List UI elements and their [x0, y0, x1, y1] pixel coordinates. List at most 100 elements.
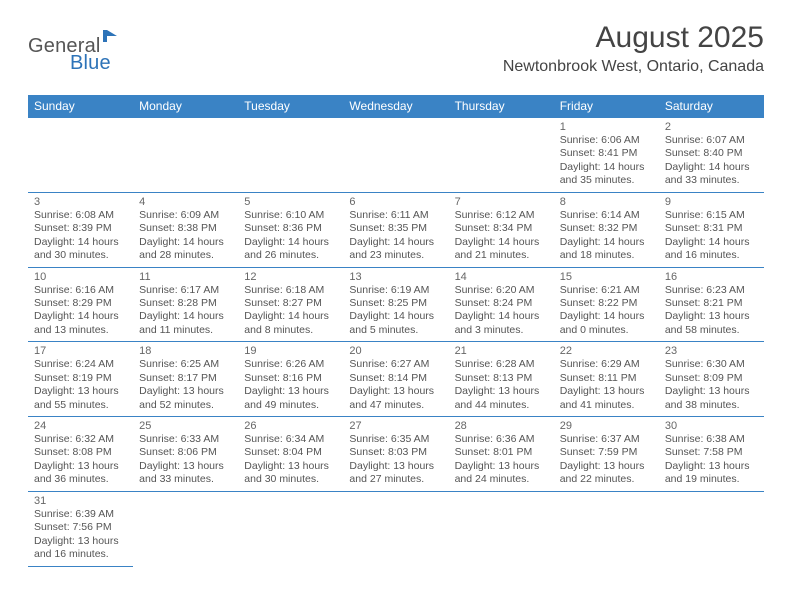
day-cell: 22Sunrise: 6:29 AMSunset: 8:11 PMDayligh…: [554, 342, 659, 416]
daylight-line: and 33 minutes.: [139, 473, 232, 486]
day-number: 11: [139, 271, 232, 283]
daylight-line: Daylight: 14 hours: [139, 236, 232, 249]
day-number: 1: [560, 121, 653, 133]
day-number: 31: [34, 495, 127, 507]
week-row: 17Sunrise: 6:24 AMSunset: 8:19 PMDayligh…: [28, 342, 764, 417]
sunrise-line: Sunrise: 6:09 AM: [139, 209, 232, 222]
daylight-line: Daylight: 13 hours: [665, 310, 758, 323]
day-number: 16: [665, 271, 758, 283]
daylight-line: and 16 minutes.: [665, 249, 758, 262]
sunset-line: Sunset: 8:03 PM: [349, 446, 442, 459]
sunset-line: Sunset: 8:41 PM: [560, 147, 653, 160]
daylight-line: Daylight: 14 hours: [665, 161, 758, 174]
day-cell: 1Sunrise: 6:06 AMSunset: 8:41 PMDaylight…: [554, 118, 659, 192]
day-number: 30: [665, 420, 758, 432]
day-cell-empty: [238, 492, 343, 567]
sunset-line: Sunset: 8:08 PM: [34, 446, 127, 459]
day-number: 12: [244, 271, 337, 283]
week-row: 3Sunrise: 6:08 AMSunset: 8:39 PMDaylight…: [28, 193, 764, 268]
sunrise-line: Sunrise: 6:30 AM: [665, 358, 758, 371]
day-cell-empty: [343, 118, 448, 192]
brand-logo: GeneralBlue: [28, 28, 125, 81]
day-number: 5: [244, 196, 337, 208]
day-cell: 25Sunrise: 6:33 AMSunset: 8:06 PMDayligh…: [133, 417, 238, 491]
sunrise-line: Sunrise: 6:37 AM: [560, 433, 653, 446]
day-number: 27: [349, 420, 442, 432]
day-number: 23: [665, 345, 758, 357]
daylight-line: Daylight: 14 hours: [560, 310, 653, 323]
daylight-line: and 16 minutes.: [34, 548, 127, 561]
weeks-container: 1Sunrise: 6:06 AMSunset: 8:41 PMDaylight…: [28, 118, 764, 567]
week-row: 1Sunrise: 6:06 AMSunset: 8:41 PMDaylight…: [28, 118, 764, 193]
page: GeneralBlue August 2025 Newtonbrook West…: [0, 0, 792, 612]
sunset-line: Sunset: 8:22 PM: [560, 297, 653, 310]
day-cell: 24Sunrise: 6:32 AMSunset: 8:08 PMDayligh…: [28, 417, 133, 491]
day-cell: 6Sunrise: 6:11 AMSunset: 8:35 PMDaylight…: [343, 193, 448, 267]
day-cell: 28Sunrise: 6:36 AMSunset: 8:01 PMDayligh…: [449, 417, 554, 491]
daylight-line: Daylight: 14 hours: [665, 236, 758, 249]
day-number: 26: [244, 420, 337, 432]
day-cell: 27Sunrise: 6:35 AMSunset: 8:03 PMDayligh…: [343, 417, 448, 491]
daylight-line: Daylight: 14 hours: [244, 236, 337, 249]
day-cell: 31Sunrise: 6:39 AMSunset: 7:56 PMDayligh…: [28, 492, 133, 567]
sunrise-line: Sunrise: 6:14 AM: [560, 209, 653, 222]
title-block: August 2025 Newtonbrook West, Ontario, C…: [503, 22, 764, 76]
daylight-line: Daylight: 14 hours: [349, 310, 442, 323]
day-cell: 13Sunrise: 6:19 AMSunset: 8:25 PMDayligh…: [343, 268, 448, 342]
daylight-line: and 19 minutes.: [665, 473, 758, 486]
sunset-line: Sunset: 8:36 PM: [244, 222, 337, 235]
daylight-line: and 30 minutes.: [244, 473, 337, 486]
calendar: Sunday Monday Tuesday Wednesday Thursday…: [28, 95, 764, 567]
daylight-line: Daylight: 13 hours: [34, 535, 127, 548]
day-number: 6: [349, 196, 442, 208]
sunset-line: Sunset: 8:25 PM: [349, 297, 442, 310]
day-number: 20: [349, 345, 442, 357]
day-number: 14: [455, 271, 548, 283]
day-cell: 12Sunrise: 6:18 AMSunset: 8:27 PMDayligh…: [238, 268, 343, 342]
daylight-line: Daylight: 13 hours: [665, 460, 758, 473]
daylight-line: Daylight: 14 hours: [455, 236, 548, 249]
sunset-line: Sunset: 8:35 PM: [349, 222, 442, 235]
day-number: 17: [34, 345, 127, 357]
dow-cell: Sunday: [28, 95, 133, 118]
day-number: 21: [455, 345, 548, 357]
sunrise-line: Sunrise: 6:21 AM: [560, 284, 653, 297]
sunset-line: Sunset: 8:16 PM: [244, 372, 337, 385]
daylight-line: Daylight: 13 hours: [665, 385, 758, 398]
daylight-line: and 18 minutes.: [560, 249, 653, 262]
day-cell: 16Sunrise: 6:23 AMSunset: 8:21 PMDayligh…: [659, 268, 764, 342]
day-number: 18: [139, 345, 232, 357]
sunrise-line: Sunrise: 6:32 AM: [34, 433, 127, 446]
daylight-line: Daylight: 13 hours: [455, 460, 548, 473]
sunrise-line: Sunrise: 6:17 AM: [139, 284, 232, 297]
day-cell-empty: [659, 492, 764, 567]
day-cell: 18Sunrise: 6:25 AMSunset: 8:17 PMDayligh…: [133, 342, 238, 416]
sunrise-line: Sunrise: 6:10 AM: [244, 209, 337, 222]
dow-cell: Saturday: [659, 95, 764, 118]
daylight-line: Daylight: 13 hours: [455, 385, 548, 398]
daylight-line: Daylight: 14 hours: [349, 236, 442, 249]
brand-name-b: Blue: [70, 52, 111, 74]
day-cell: 10Sunrise: 6:16 AMSunset: 8:29 PMDayligh…: [28, 268, 133, 342]
day-cell: 2Sunrise: 6:07 AMSunset: 8:40 PMDaylight…: [659, 118, 764, 192]
day-number: 3: [34, 196, 127, 208]
day-number: 9: [665, 196, 758, 208]
sunset-line: Sunset: 8:14 PM: [349, 372, 442, 385]
sunset-line: Sunset: 8:06 PM: [139, 446, 232, 459]
day-number: 28: [455, 420, 548, 432]
daylight-line: Daylight: 13 hours: [34, 460, 127, 473]
day-cell: 8Sunrise: 6:14 AMSunset: 8:32 PMDaylight…: [554, 193, 659, 267]
day-cell: 17Sunrise: 6:24 AMSunset: 8:19 PMDayligh…: [28, 342, 133, 416]
sunset-line: Sunset: 8:11 PM: [560, 372, 653, 385]
day-cell: 11Sunrise: 6:17 AMSunset: 8:28 PMDayligh…: [133, 268, 238, 342]
daylight-line: Daylight: 14 hours: [455, 310, 548, 323]
day-cell-empty: [343, 492, 448, 567]
day-cell: 3Sunrise: 6:08 AMSunset: 8:39 PMDaylight…: [28, 193, 133, 267]
daylight-line: and 0 minutes.: [560, 324, 653, 337]
day-number: 15: [560, 271, 653, 283]
location: Newtonbrook West, Ontario, Canada: [503, 58, 764, 76]
day-cell: 15Sunrise: 6:21 AMSunset: 8:22 PMDayligh…: [554, 268, 659, 342]
sunset-line: Sunset: 8:40 PM: [665, 147, 758, 160]
day-cell-empty: [238, 118, 343, 192]
day-cell-empty: [449, 118, 554, 192]
